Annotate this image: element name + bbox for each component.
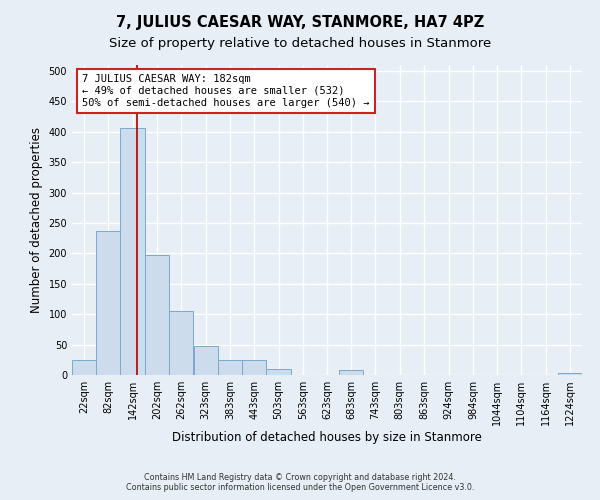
Y-axis label: Number of detached properties: Number of detached properties xyxy=(30,127,43,313)
Text: Size of property relative to detached houses in Stanmore: Size of property relative to detached ho… xyxy=(109,38,491,51)
Bar xyxy=(218,360,242,375)
Bar xyxy=(121,128,145,375)
Bar xyxy=(96,231,121,375)
Text: 7 JULIUS CAESAR WAY: 182sqm
← 49% of detached houses are smaller (532)
50% of se: 7 JULIUS CAESAR WAY: 182sqm ← 49% of det… xyxy=(82,74,370,108)
Text: 7, JULIUS CAESAR WAY, STANMORE, HA7 4PZ: 7, JULIUS CAESAR WAY, STANMORE, HA7 4PZ xyxy=(116,15,484,30)
X-axis label: Distribution of detached houses by size in Stanmore: Distribution of detached houses by size … xyxy=(172,431,482,444)
Bar xyxy=(145,256,169,375)
Bar xyxy=(72,360,96,375)
Text: Contains HM Land Registry data © Crown copyright and database right 2024.
Contai: Contains HM Land Registry data © Crown c… xyxy=(126,473,474,492)
Bar xyxy=(339,370,364,375)
Bar xyxy=(242,360,266,375)
Bar xyxy=(194,346,218,375)
Bar xyxy=(266,369,290,375)
Bar xyxy=(169,311,193,375)
Bar xyxy=(558,373,582,375)
